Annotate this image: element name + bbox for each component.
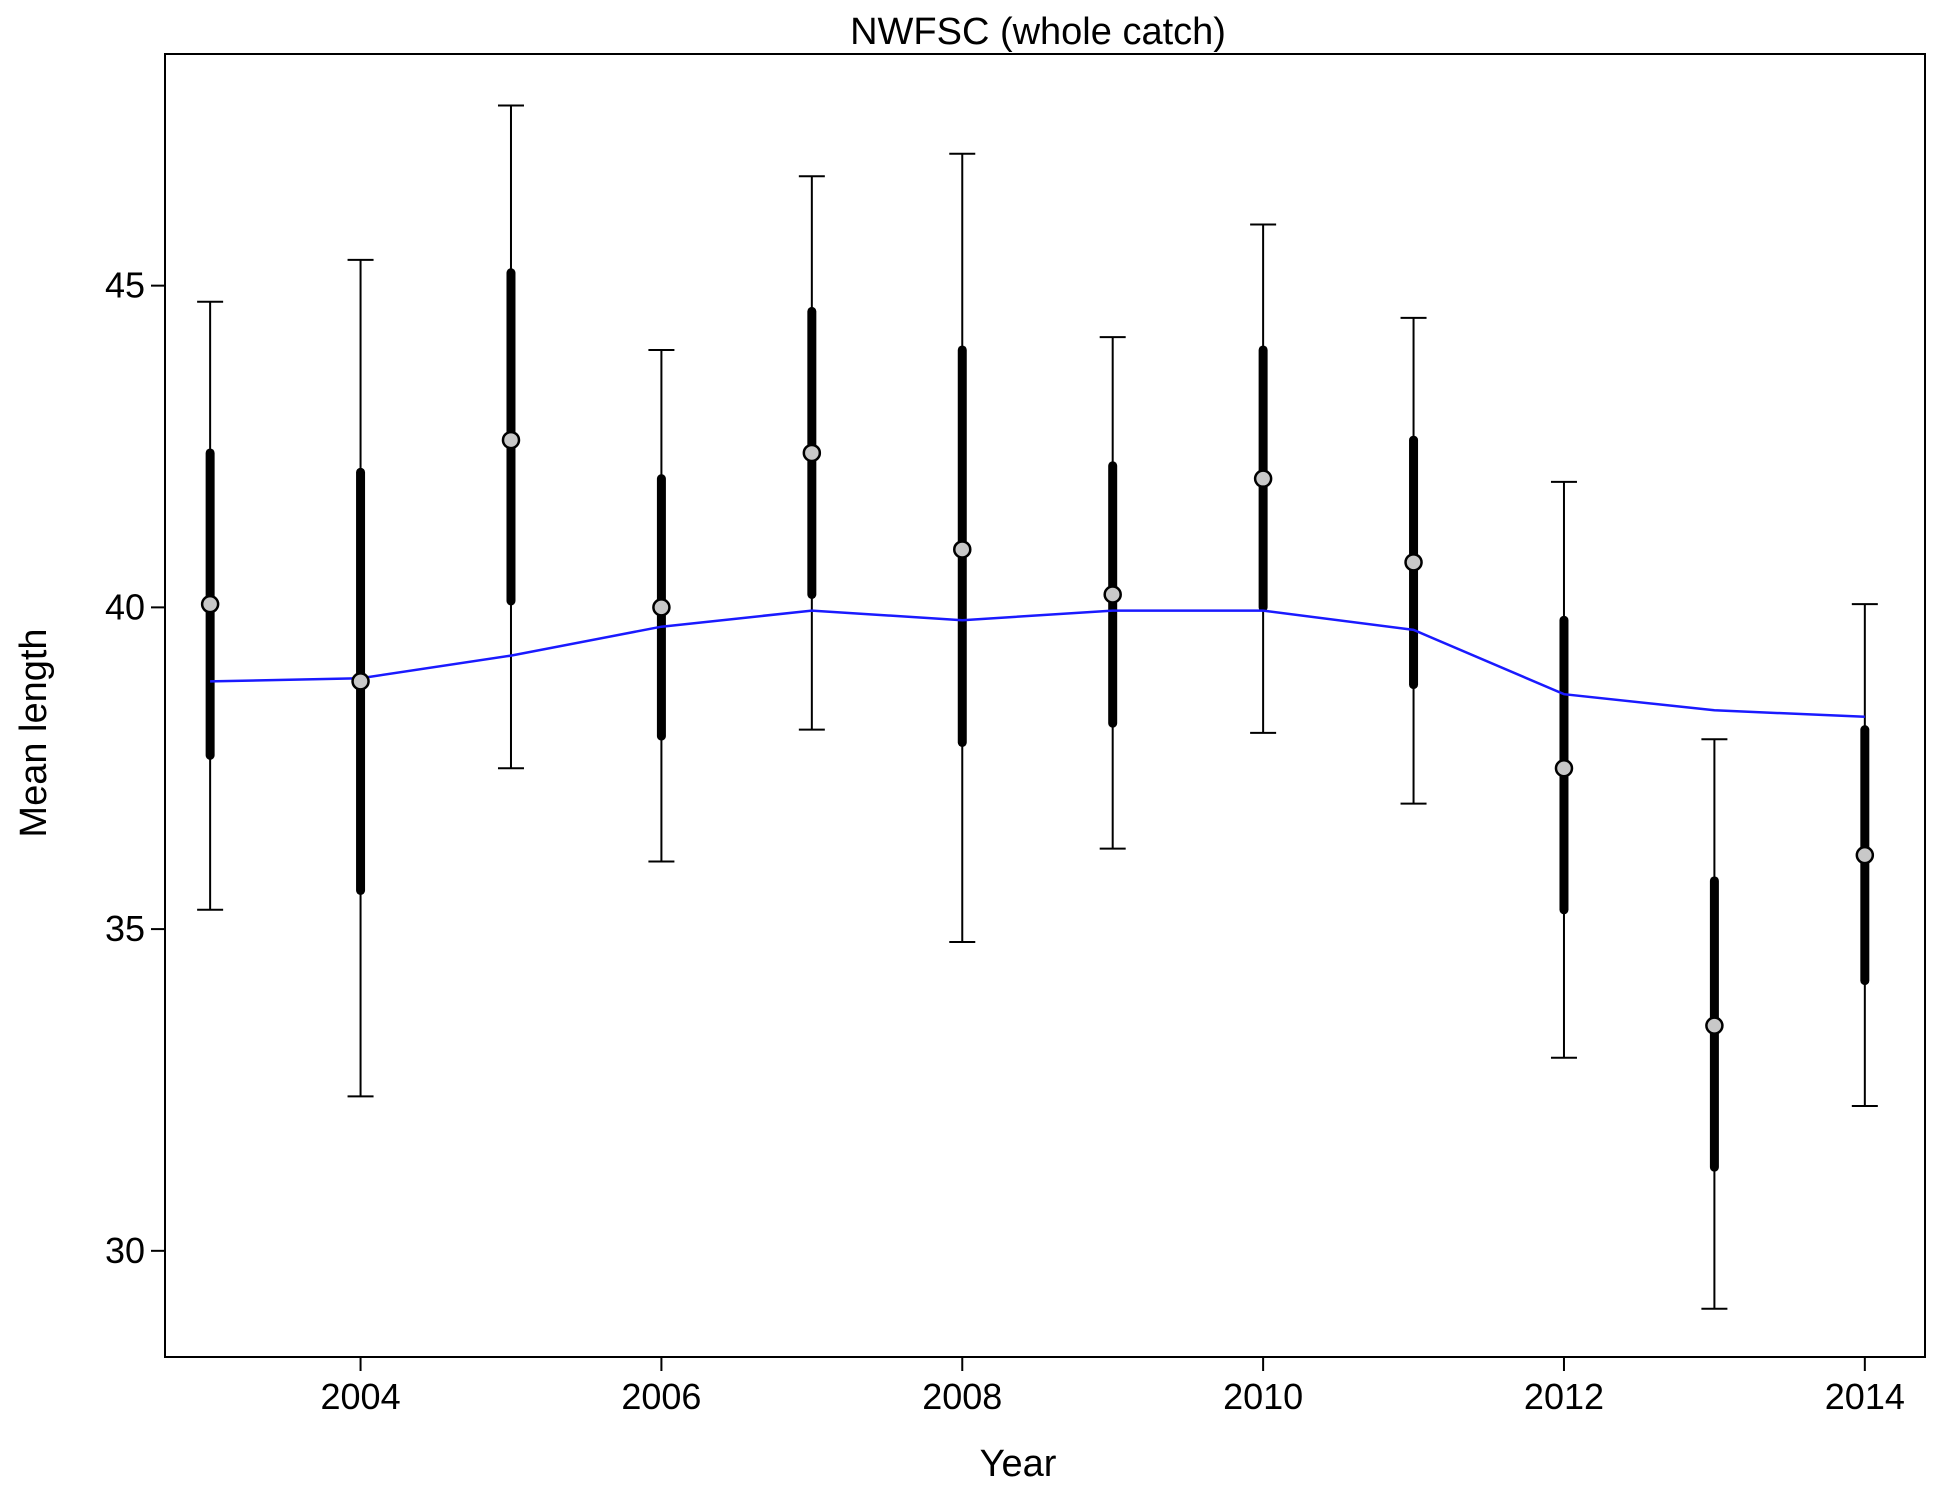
observed-mean-point — [1103, 585, 1122, 604]
x-axis-label: Year — [980, 1443, 1057, 1485]
observed-mean-point — [200, 594, 220, 614]
observed-mean-point — [1705, 1016, 1724, 1035]
x-tick-label: 2014 — [1825, 1376, 1905, 1417]
observed-mean-point — [652, 598, 671, 617]
plot-area — [164, 53, 1926, 1358]
y-axis-label: Mean length — [13, 628, 55, 837]
x-tick-label: 2012 — [1524, 1376, 1604, 1417]
y-tick-label: 45 — [105, 265, 145, 306]
observed-mean-point — [1855, 845, 1875, 865]
x-tick-label: 2006 — [621, 1376, 701, 1417]
observed-mean-point — [1253, 469, 1273, 488]
observed-mean-point — [802, 443, 822, 463]
observed-mean-point — [953, 540, 972, 559]
chart-title: NWFSC (whole catch) — [850, 11, 1226, 53]
x-tick-label: 2008 — [922, 1376, 1002, 1417]
x-axis: 2004 2006 2008 2010 2012 2014 — [321, 1357, 1905, 1417]
observed-mean-point — [351, 672, 370, 691]
observed-mean-point — [1404, 553, 1423, 572]
y-tick-label: 35 — [105, 908, 145, 949]
observed-mean-point — [1554, 758, 1574, 778]
y-axis: 30 35 40 45 — [105, 265, 165, 1271]
observed-mean-point — [501, 430, 521, 450]
x-tick-label: 2004 — [321, 1376, 401, 1417]
y-tick-label: 30 — [105, 1230, 145, 1271]
x-tick-label: 2010 — [1223, 1376, 1303, 1417]
plot-frame — [164, 53, 1926, 1358]
expected-mean-line — [210, 609, 1865, 719]
y-tick-label: 40 — [105, 586, 145, 627]
